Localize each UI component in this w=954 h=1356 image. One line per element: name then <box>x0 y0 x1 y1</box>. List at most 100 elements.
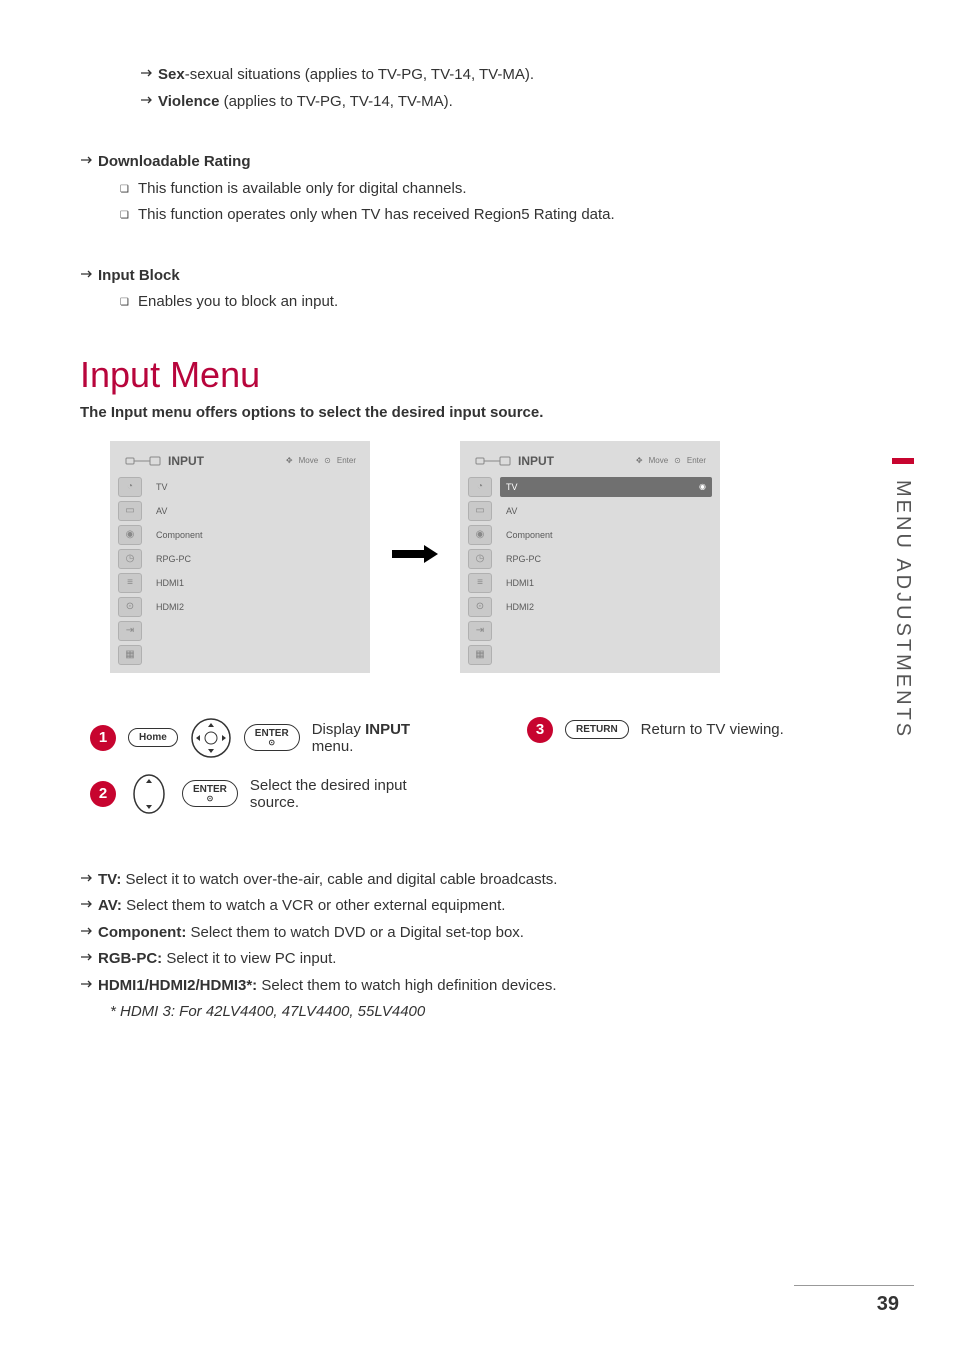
step-number: 2 <box>90 781 116 807</box>
input-item-hdmi2[interactable]: HDMI2 <box>500 597 712 617</box>
input-item-component[interactable]: Component <box>500 525 712 545</box>
enter-button[interactable]: ENTER⊙ <box>244 724 300 752</box>
list-item: ❏ This function operates only when TV ha… <box>120 204 884 227</box>
manual-page: Sex-sexual situations (applies to TV-PG,… <box>0 0 954 1356</box>
square-icon: ❏ <box>120 178 138 197</box>
nav-icon[interactable]: ▭ <box>468 501 492 521</box>
inputblock-items: ❏ Enables you to block an input. <box>120 291 884 314</box>
list-item: ❏ This function is available only for di… <box>120 178 884 201</box>
return-button[interactable]: RETURN <box>565 720 629 739</box>
sidebar-icons: ◔ ▭ ◉ ◷ ≡ ⊙ ⇥ ▦ <box>468 473 500 665</box>
arrow-icon <box>80 895 98 918</box>
input-item-av[interactable]: AV <box>150 501 362 521</box>
desc-av: AV: Select them to watch a VCR or other … <box>80 895 884 918</box>
desc-text: Component: Select them to watch DVD or a… <box>98 922 524 945</box>
heading-text: Input Block <box>98 265 180 288</box>
nav-icon[interactable]: ◔ <box>468 477 492 497</box>
input-descriptions: TV: Select it to watch over-the-air, cab… <box>80 869 884 1021</box>
bullet-text: Sex-sexual situations (applies to TV-PG,… <box>158 64 534 87</box>
nav-icon[interactable]: ◔ <box>118 477 142 497</box>
item-text: Enables you to block an input. <box>138 291 338 314</box>
enter-button[interactable]: ENTER⊙ <box>182 780 238 808</box>
nav-icon[interactable]: ◷ <box>118 549 142 569</box>
input-list: TV AV Component RPG-PC HDMI1 HDMI2 <box>500 473 712 665</box>
screen-body: ◔ ▭ ◉ ◷ ≡ ⊙ ⇥ ▦ TV AV Component RPG-PC H… <box>118 473 362 665</box>
transition-arrow-icon <box>390 534 440 579</box>
screen-hints: ✥Move ⊙Enter <box>286 456 356 465</box>
input-item-av[interactable]: AV <box>500 501 712 521</box>
nav-icon[interactable]: ◷ <box>468 549 492 569</box>
input-screen-right: INPUT ✥Move ⊙Enter ◔ ▭ ◉ ◷ ≡ ⊙ ⇥ ▦ <box>460 441 720 673</box>
input-item-tv[interactable]: TV <box>150 477 362 497</box>
arrow-icon <box>80 151 98 174</box>
nav-icon[interactable]: ≡ <box>118 573 142 593</box>
screen-header: INPUT ✥Move ⊙Enter <box>118 449 362 473</box>
bullet-text: Violence (applies to TV-PG, TV-14, TV-MA… <box>158 91 453 114</box>
desc-hdmi: HDMI1/HDMI2/HDMI3*: Select them to watch… <box>80 975 884 998</box>
nav-icon[interactable]: ◉ <box>468 525 492 545</box>
step-1: 1 Home ENTER⊙ Display INPUT menu. <box>90 717 447 759</box>
page-num-divider <box>794 1285 914 1286</box>
step-text: Return to TV viewing. <box>641 721 884 738</box>
nav-icon[interactable]: ≡ <box>468 573 492 593</box>
item-text: This function is available only for digi… <box>138 178 467 201</box>
input-item-hdmi1[interactable]: HDMI1 <box>500 573 712 593</box>
desc-tv: TV: Select it to watch over-the-air, cab… <box>80 869 884 892</box>
dpad-icon[interactable] <box>190 717 232 759</box>
screen-title: INPUT <box>518 454 554 468</box>
desc-rgbpc: RGB-PC: Select it to view PC input. <box>80 948 884 971</box>
cable-icon <box>474 453 512 469</box>
screen-hints: ✥Move ⊙Enter <box>636 456 706 465</box>
heading-text: Downloadable Rating <box>98 151 251 174</box>
arrow-icon <box>80 948 98 971</box>
screens-row: INPUT ✥Move ⊙Enter ◔ ▭ ◉ ◷ ≡ ⊙ ⇥ ▦ <box>110 441 884 673</box>
arrow-icon <box>80 265 98 288</box>
steps: 1 Home ENTER⊙ Display INPUT menu. 2 <box>90 703 884 829</box>
side-accent <box>892 458 914 464</box>
hdmi-footnote: * HDMI 3: For 42LV4400, 47LV4400, 55LV44… <box>110 1003 884 1020</box>
square-icon: ❏ <box>120 204 138 223</box>
screen-body: ◔ ▭ ◉ ◷ ≡ ⊙ ⇥ ▦ TV AV Component RPG-PC H… <box>468 473 712 665</box>
desc-text: RGB-PC: Select it to view PC input. <box>98 948 336 971</box>
input-screen-left: INPUT ✥Move ⊙Enter ◔ ▭ ◉ ◷ ≡ ⊙ ⇥ ▦ <box>110 441 370 673</box>
step-2: 2 ENTER⊙ Select the desired input source… <box>90 773 447 815</box>
nav-icon[interactable]: ⇥ <box>118 621 142 641</box>
desc-component: Component: Select them to watch DVD or a… <box>80 922 884 945</box>
step-3: 3 RETURN Return to TV viewing. <box>527 717 884 743</box>
nav-icon[interactable]: ⇥ <box>468 621 492 641</box>
bullet-violence: Violence (applies to TV-PG, TV-14, TV-MA… <box>140 91 884 114</box>
item-text: This function operates only when TV has … <box>138 204 615 227</box>
dpad-updown-icon[interactable] <box>128 773 170 815</box>
home-button[interactable]: Home <box>128 728 178 747</box>
step-text: Select the desired input source. <box>250 777 447 811</box>
arrow-icon <box>80 922 98 945</box>
desc-text: AV: Select them to watch a VCR or other … <box>98 895 505 918</box>
inputblock-heading: Input Block <box>80 265 884 288</box>
nav-icon[interactable]: ⊙ <box>118 597 142 617</box>
nav-icon[interactable]: ⊙ <box>468 597 492 617</box>
page-number: 39 <box>877 1293 899 1316</box>
input-item-component[interactable]: Component <box>150 525 362 545</box>
input-item-tv[interactable]: TV <box>500 477 712 497</box>
nav-icon[interactable]: ◉ <box>118 525 142 545</box>
nav-icon[interactable]: ▦ <box>118 645 142 665</box>
section-title: Input Menu <box>80 354 884 396</box>
section-subtitle: The Input menu offers options to select … <box>80 404 884 421</box>
list-item: ❏ Enables you to block an input. <box>120 291 884 314</box>
input-item-hdmi2[interactable]: HDMI2 <box>150 597 362 617</box>
input-list: TV AV Component RPG-PC HDMI1 HDMI2 <box>150 473 362 665</box>
step-number: 3 <box>527 717 553 743</box>
sidebar-icons: ◔ ▭ ◉ ◷ ≡ ⊙ ⇥ ▦ <box>118 473 150 665</box>
square-icon: ❏ <box>120 291 138 310</box>
nav-icon[interactable]: ▦ <box>468 645 492 665</box>
input-item-rgbpc[interactable]: RPG-PC <box>500 549 712 569</box>
side-chapter-label: MENU ADJUSTMENTS <box>891 480 914 739</box>
nav-icon[interactable]: ▭ <box>118 501 142 521</box>
downloadable-items: ❏ This function is available only for di… <box>120 178 884 227</box>
input-item-hdmi1[interactable]: HDMI1 <box>150 573 362 593</box>
desc-text: HDMI1/HDMI2/HDMI3*: Select them to watch… <box>98 975 557 998</box>
screen-header: INPUT ✥Move ⊙Enter <box>468 449 712 473</box>
top-bullets: Sex-sexual situations (applies to TV-PG,… <box>140 64 884 113</box>
arrow-icon <box>80 869 98 892</box>
input-item-rgbpc[interactable]: RPG-PC <box>150 549 362 569</box>
